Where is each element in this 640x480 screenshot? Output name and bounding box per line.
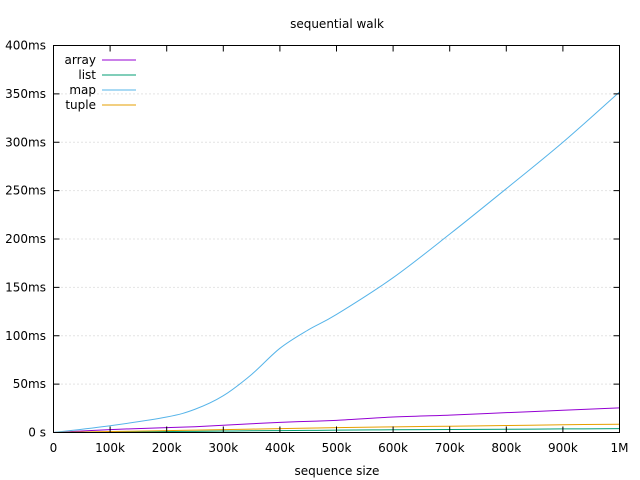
x-tick-label: 500k xyxy=(322,441,352,455)
y-tick-label: 150ms xyxy=(5,280,46,294)
y-tick-label: 50ms xyxy=(13,377,46,391)
x-tick-label: 1M xyxy=(611,441,629,455)
y-tick-label: 0 s xyxy=(28,426,46,440)
y-tick-label: 200ms xyxy=(5,232,46,246)
y-tick-label: 350ms xyxy=(5,87,46,101)
x-tick-label: 0 xyxy=(50,441,58,455)
x-tick-label: 900k xyxy=(548,441,578,455)
y-tick-label: 100ms xyxy=(5,329,46,343)
chart-title: sequential walk xyxy=(290,17,384,31)
x-tick-label: 300k xyxy=(208,441,238,455)
x-tick-label: 800k xyxy=(491,441,521,455)
x-tick-label: 200k xyxy=(152,441,182,455)
x-tick-label: 600k xyxy=(378,441,408,455)
legend-label-map: map xyxy=(69,83,96,97)
x-tick-label: 400k xyxy=(265,441,295,455)
series-line-map xyxy=(53,91,620,433)
x-axis-label: sequence size xyxy=(295,464,380,478)
legend-label-list: list xyxy=(78,68,96,82)
legend-label-array: array xyxy=(65,53,96,67)
y-tick-label: 250ms xyxy=(5,184,46,198)
y-tick-label: 300ms xyxy=(5,135,46,149)
ticks: 0 s 50ms 100ms 150ms 200ms 250ms 300ms 350ms 400… xyxy=(5,39,628,456)
x-tick-label: 100k xyxy=(95,441,125,455)
series-line-list xyxy=(53,428,620,433)
series-line-tuple xyxy=(53,423,620,433)
x-tick-label: 700k xyxy=(435,441,465,455)
series-line-array xyxy=(53,407,620,433)
y-tick-label: 400ms xyxy=(5,39,46,53)
series-lines xyxy=(53,91,620,433)
legend-label-tuple: tuple xyxy=(65,98,96,112)
grid xyxy=(53,93,620,385)
